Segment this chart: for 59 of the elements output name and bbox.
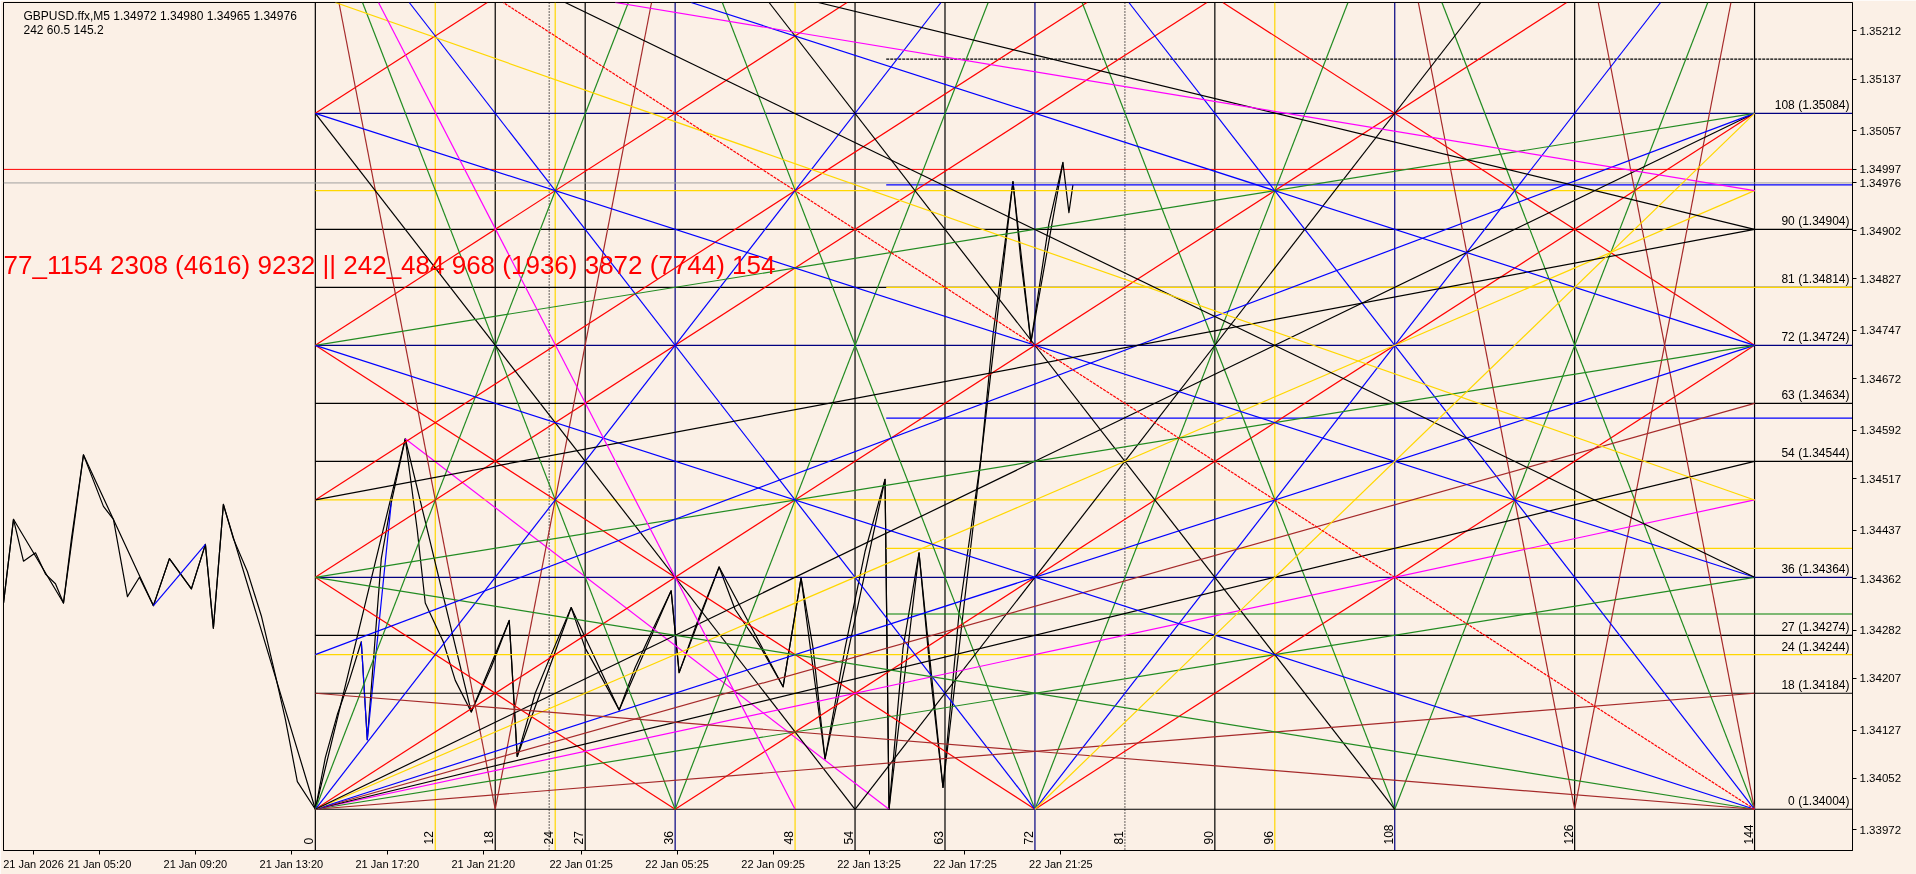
y-tick-label: 1.34517 (1859, 472, 1902, 485)
annotation: 81 (1.34814) (1781, 272, 1850, 287)
ref-line-label: 96 (1261, 830, 1276, 845)
y-tick-label: 1.35057 (1859, 124, 1902, 137)
x-tick-label: 21 Jan 05:20 (67, 857, 132, 870)
annotation: 72 (1.34724) (1781, 330, 1850, 345)
x-tick-label: 22 Jan 21:25 (1029, 857, 1093, 870)
x-tick-label: 21 Jan 09:20 (163, 857, 228, 870)
text: GBPUSD.ffx,M5 1.34972 1.34980 1.34965 1.34976 (23, 8, 298, 23)
y-tick-label: 1.34976 (1859, 176, 1902, 189)
y-tick-label: 1.34362 (1859, 572, 1902, 585)
ref-line-label: 48 (782, 830, 797, 845)
y-tick-label: 1.34282 (1859, 624, 1902, 637)
annotation: 27 (1.34274) (1781, 620, 1850, 635)
ref-line-label: 90 (1201, 830, 1216, 845)
x-tick-label: 22 Jan 17:25 (933, 857, 997, 870)
x-tick-label: 21 Jan 21:20 (451, 857, 516, 870)
y-tick-label: 1.34902 (1859, 224, 1902, 237)
ref-line-label: 72 (1021, 830, 1036, 845)
ref-line-label: 24 (542, 830, 557, 845)
annotation: 90 (1.34904) (1781, 214, 1850, 229)
y-tick-label: 1.33972 (1859, 823, 1902, 836)
ref-line-label: 12 (422, 830, 437, 845)
y-tick-label: 1.34437 (1859, 524, 1902, 537)
ref-line-label: 0 (302, 837, 317, 845)
ref-line-label: 54 (842, 830, 857, 845)
ref-line-label: 63 (931, 830, 946, 845)
x-tick-label: 21 Jan 13:20 (259, 857, 324, 870)
annotation: 63 (1.34634) (1781, 388, 1850, 403)
ref-line-label: 108 (1381, 824, 1396, 845)
x-tick-label: 22 Jan 09:25 (741, 857, 805, 870)
x-tick-label: 22 Jan 13:25 (837, 857, 901, 870)
ref-line-label: 81 (1111, 830, 1126, 845)
annotation: 18 (1.34184) (1781, 678, 1850, 693)
ref-line-label: 144 (1741, 824, 1756, 845)
x-tick-label: 22 Jan 05:25 (645, 857, 709, 870)
annotation: 0 (1.34004) (1788, 794, 1850, 809)
ref-line-label: 18 (482, 830, 497, 845)
x-tick-label: 22 Jan 01:25 (549, 857, 614, 870)
y-tick-label: 1.34127 (1859, 724, 1902, 736)
y-tick-label: 1.34207 (1859, 672, 1902, 685)
y-tick-label: 1.34052 (1859, 772, 1902, 785)
ref-line-label: 126 (1561, 824, 1576, 845)
annotation: 24 (1.34244) (1781, 639, 1850, 654)
ref-line-label: 27 (572, 830, 587, 845)
y-tick-label: 1.35137 (1859, 73, 1902, 86)
annotation: 108 (1.35084) (1774, 98, 1850, 113)
y-tick-label: 1.34672 (1859, 372, 1902, 385)
ref-line-label: 36 (662, 830, 677, 845)
annotation: 54 (1.34544) (1781, 446, 1850, 461)
annotation: 36 (1.34364) (1781, 562, 1850, 577)
y-tick-label: 1.34997 (1859, 163, 1902, 176)
y-tick-label: 1.35212 (1859, 24, 1902, 37)
y-tick-label: 1.34747 (1859, 324, 1902, 337)
y-tick-label: 1.34827 (1859, 272, 1902, 285)
x-tick-label: 21 Jan 2026 (3, 857, 64, 870)
text: 242 60.5 145.2 (23, 22, 104, 37)
y-tick-label: 1.34592 (1859, 424, 1902, 437)
x-tick-label: 21 Jan 17:20 (355, 857, 420, 870)
